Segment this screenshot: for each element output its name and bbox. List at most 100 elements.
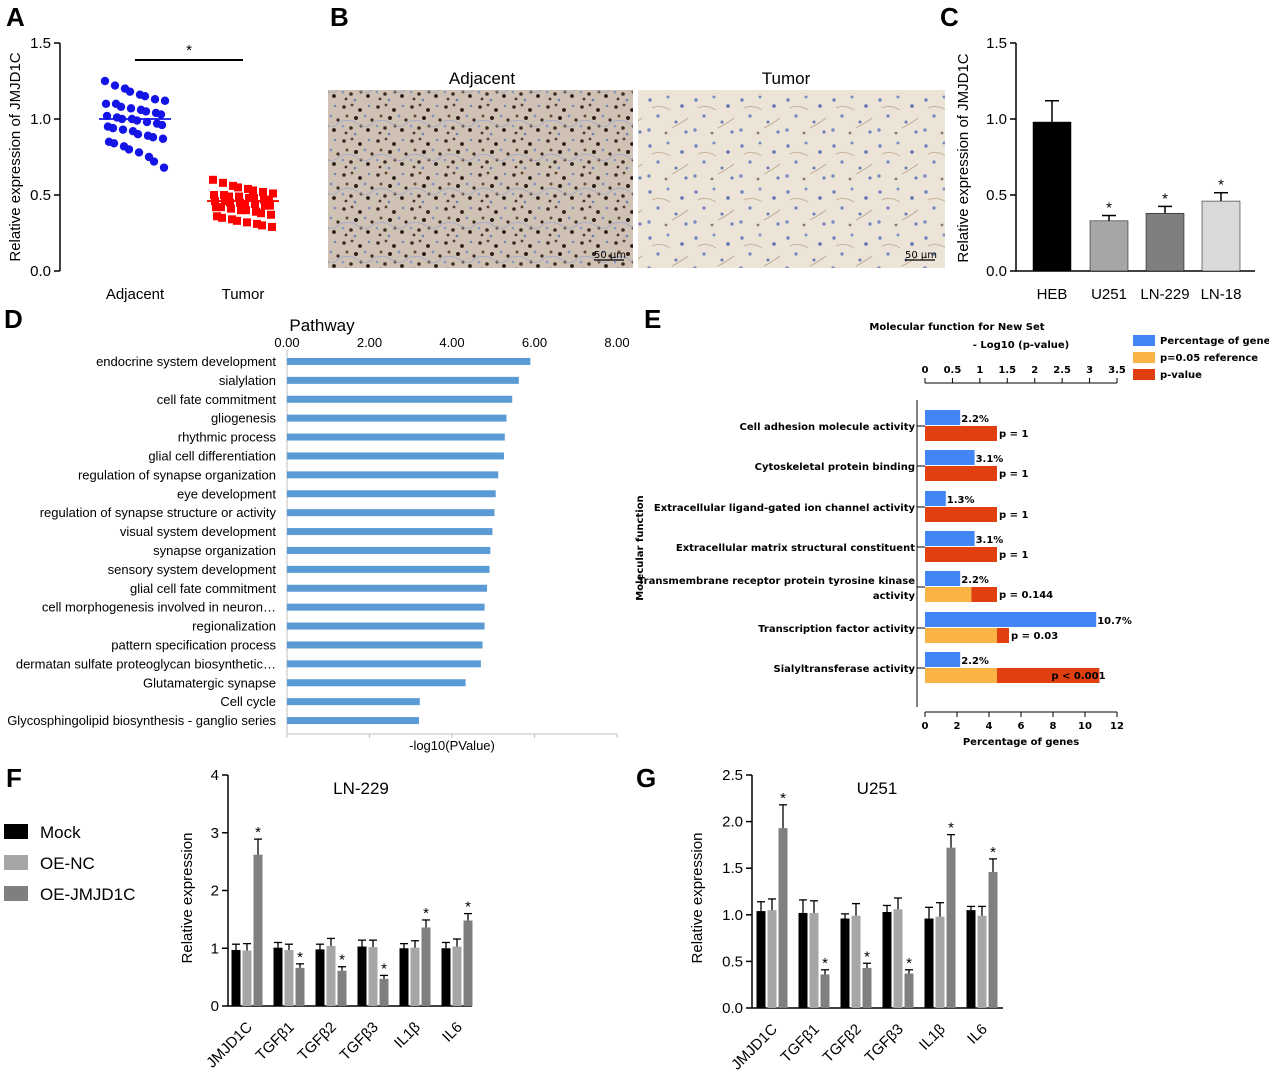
e-bar-pvalue [925,466,997,481]
b-image-adjacent [328,90,633,268]
g-bar [882,912,892,1008]
panel-label-c: C [940,2,959,32]
e-x-tick-label: 10 [1078,721,1092,732]
a-y-tick-label: 0.0 [30,263,51,280]
a-point-tumor [209,175,217,184]
a-point-adjacent [125,87,135,96]
f-category-label: IL1β [391,1019,424,1052]
e-top-tick-label: 0 [922,365,929,376]
g-category-label: IL6 [964,1021,991,1048]
d-bar [287,679,466,687]
g-significance-star: * [906,955,912,972]
d-category-label: cell fate commitment [157,392,277,407]
e-category-label: Transcription factor activity [758,624,915,635]
d-bar [287,414,507,422]
c-y-tick-label: 0.0 [986,263,1007,280]
panel-label-g: G [636,763,656,793]
d-x-axis-label: -log10(PValue) [409,738,495,753]
g-significance-star: * [990,844,996,861]
g-bar [767,910,777,1008]
c-y-tick-label: 1.5 [986,35,1007,52]
e-category-label-line2: activity [873,591,916,602]
a-point-tumor [218,213,226,222]
g-y-tick-label: 1.5 [722,860,743,877]
a-point-adjacent [118,125,128,134]
a-point-tumor [236,198,244,207]
d-bar [287,490,496,498]
d-category-label: rhythmic process [178,430,277,445]
a-point-adjacent [148,133,158,142]
f-significance-star: * [297,949,303,966]
panel-label-b: B [330,2,349,32]
d-category-label: cell morphogenesis involved in neuron… [42,600,276,615]
a-point-tumor [242,206,250,215]
e-category-label: Sialyltransferase activity [774,664,916,675]
c-category-label: LN-18 [1201,286,1242,303]
g-category-label: TGFβ3 [862,1021,907,1066]
e-top-tick-label: 3.5 [1108,365,1126,376]
g-bar [966,910,976,1008]
e-category-label: Cytoskeletal protein binding [755,462,915,473]
e-legend-swatch [1133,352,1155,363]
e-x-tick-label: 0 [922,721,929,732]
e-top-tick-label: 3 [1086,365,1093,376]
a-point-tumor [226,198,234,207]
panel-label-d: D [4,304,23,334]
e-legend-swatch [1133,335,1155,346]
a-point-tumor [220,191,228,199]
a-point-adjacent [132,116,142,125]
a-point-adjacent [157,120,167,130]
g-y-axis-label: Relative expression [689,833,706,964]
d-category-label: regionalization [192,619,276,634]
a-point-adjacent [141,107,151,116]
c-bar [1201,200,1241,272]
e-bar-percentage [925,491,946,506]
g-bar [798,912,808,1008]
f-bar [337,970,347,1006]
e-bar-pvalue-label: p = 0.03 [1011,631,1058,642]
a-point-tumor [258,221,266,230]
a-y-tick-label: 1.0 [30,111,51,128]
a-point-adjacent [134,148,144,157]
g-bar [924,918,934,1008]
a-point-adjacent [101,99,111,109]
g-category-label: TGFβ1 [778,1021,823,1066]
c-significance-star: * [1162,190,1168,207]
d-category-label: regulation of synapse structure or activ… [40,505,277,520]
d-bar [287,717,419,725]
f-bar [463,920,473,1006]
g-y-tick-label: 2.0 [722,814,743,831]
e-bar-percentage [925,571,961,586]
f-y-axis-label: Relative expression [179,833,196,964]
a-point-adjacent [149,157,159,166]
f-bar [368,947,378,1006]
e-x-tick-label: 8 [1050,721,1057,732]
g-bar [893,909,903,1008]
e-top-axis-label: - Log10 (p-value) [973,340,1069,351]
c-bar [1032,121,1072,272]
a-point-adjacent [142,117,152,127]
g-significance-star: * [822,955,828,972]
d-bar [287,641,483,649]
a-point-tumor [267,210,275,219]
e-bar-pvalue-label: p = 0.144 [999,590,1053,601]
d-bar [287,357,531,365]
d-category-label: glial cell differentiation [148,448,276,463]
a-point-adjacent [109,139,119,148]
e-bar-reference [925,587,972,602]
d-bar [287,433,505,441]
f-bar [315,949,325,1006]
e-bar-pvalue-label: p = 1 [999,429,1029,440]
d-bar [287,509,495,517]
e-bar-pvalue [997,628,1009,643]
c-category-label: U251 [1091,286,1127,303]
a-point-tumor [251,200,259,209]
d-category-label: dermatan sulfate proteoglycan biosynthet… [16,656,276,671]
e-legend-label: p-value [1160,370,1202,381]
e-bar-reference [925,668,997,683]
e-legend-label: p=0.05 reference [1160,353,1258,364]
e-x-tick-label: 2 [954,721,961,732]
a-point-adjacent [159,163,169,172]
d-category-label: visual system development [120,524,276,539]
d-bar [287,565,490,573]
